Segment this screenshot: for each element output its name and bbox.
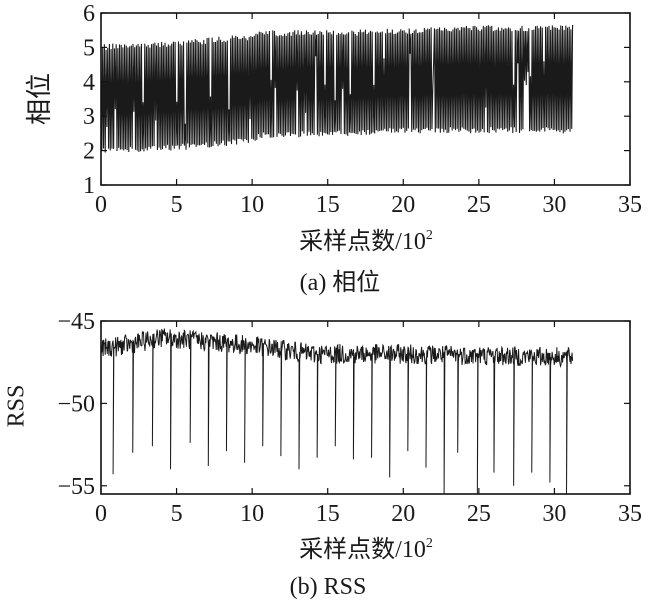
phase-x-axis-label: 采样点数/102 [299,228,433,255]
rss-panel-caption: (b) RSS [290,574,367,600]
phase-x-ticks: 0 5 10 15 20 25 30 35 [95,13,642,218]
phase-panel-caption: (a) 相位 [300,269,381,296]
rss-x-tick-label: 30 [542,501,566,527]
rss-plot-frame [100,320,631,495]
phase-series [100,25,574,153]
rss-x-axis-label-text: 采样点数/10 [299,536,426,563]
phase-plot-frame [100,12,631,186]
phase-y-tick-label: 6 [83,1,95,27]
phase-x-tick-label: 15 [316,192,340,218]
rss-chart: 0 5 10 15 20 25 30 35 −55 −50 −45 RSS 采样点数/102 (b… [4,309,643,600]
rss-y-tick-label: −55 [57,474,95,500]
phase-x-tick-label: 25 [467,192,491,218]
phase-y-tick-label: 4 [83,70,95,96]
rss-series [100,328,574,495]
rss-y-tick-label: −50 [57,391,95,417]
rss-y-tick-label: −45 [57,309,95,335]
rss-x-ticks: 0 5 10 15 20 25 30 35 [95,321,642,527]
rss-x-tick-label: 25 [467,501,491,527]
phase-y-tick-label: 5 [83,35,95,61]
phase-x-tick-label: 10 [240,192,264,218]
phase-x-tick-label: 30 [542,192,566,218]
rss-x-axis-label: 采样点数/102 [299,536,433,563]
rss-x-tick-label: 15 [316,501,340,527]
phase-x-tick-label: 20 [391,192,415,218]
rss-y-ticks: −55 −50 −45 [57,309,630,500]
phase-y-axis-label: 相位 [25,73,54,125]
rss-x-tick-label: 35 [618,501,642,527]
phase-y-tick-label: 1 [83,173,95,199]
phase-y-tick-label: 2 [83,139,95,165]
rss-x-axis-label-exponent: 2 [426,536,433,551]
rss-x-tick-label: 10 [240,501,264,527]
rss-x-tick-label: 0 [95,501,107,527]
rss-x-tick-label: 5 [171,501,183,527]
rss-line [100,328,574,495]
rss-y-axis-label: RSS [4,385,30,428]
phase-x-tick-label: 0 [95,192,107,218]
phase-x-axis-label-text: 采样点数/10 [299,228,426,255]
phase-y-ticks: 1 2 3 4 5 6 [83,1,630,199]
phase-line [100,25,574,153]
phase-x-tick-label: 35 [618,192,642,218]
phase-x-axis-label-exponent: 2 [426,228,433,243]
rss-x-tick-label: 20 [391,501,415,527]
phase-y-tick-label: 3 [83,104,95,130]
phase-x-tick-label: 5 [171,192,183,218]
